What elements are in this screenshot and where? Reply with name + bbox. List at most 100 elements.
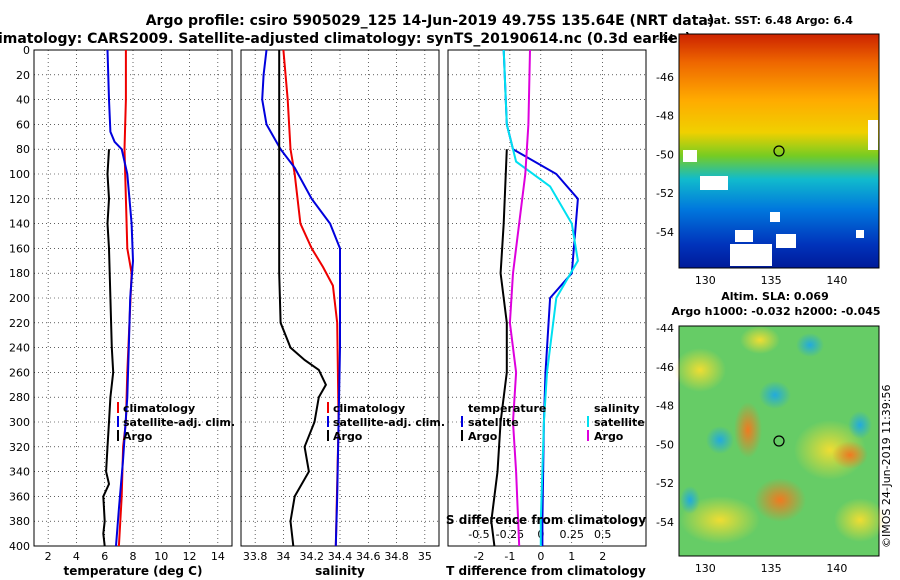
depth-tick-label: 120: [9, 193, 30, 206]
legend-title-temperature: temperature: [468, 402, 546, 415]
sla-map-lat-labels: -44 -46 -48 -50 -52 -54: [656, 322, 674, 529]
series-line-s-argo: [508, 49, 531, 547]
depth-tick-label: 180: [9, 267, 30, 280]
sst-map-panel: sat. SST: 6.48 Argo: 6.4 -44 -46 -48 -50 -52…: [656, 14, 880, 287]
depth-tick-label: 280: [9, 391, 30, 404]
depth-tick-label: 20: [16, 69, 30, 82]
temperature-legend: climatology satellite-adj. clim. Argo: [117, 402, 235, 443]
legend-label-climatology: climatology: [123, 402, 195, 415]
x-tick-label: 34.6: [356, 550, 381, 563]
lon-tick-label: 140: [826, 274, 847, 287]
series-line-satellite-adj-clim-: [261, 49, 341, 547]
s-difference-tick-label: -0.5: [468, 528, 489, 541]
difference-panel: -2 -1 0 1 2 -0.5 -0.25 0 0.25 0.5 T difference f…: [446, 49, 647, 578]
series-line-satellite-adj-clim-: [106, 49, 135, 547]
lat-tick-label: -54: [656, 516, 674, 529]
x-tick-label: 34: [276, 550, 290, 563]
depth-tick-label: 260: [9, 366, 30, 379]
temperature-series: [102, 49, 135, 547]
legend-label-t-argo: Argo: [468, 430, 498, 443]
sla-map-title-line2: Argo h1000: -0.032 h2000: -0.045: [671, 305, 880, 318]
lat-tick-label: -52: [656, 477, 674, 490]
x-tick-label: 34.2: [299, 550, 324, 563]
legend-label-argo: Argo: [333, 430, 363, 443]
lon-tick-label: 130: [695, 274, 716, 287]
x-tick-label: -1: [504, 550, 515, 563]
x-tick-label: 34.8: [384, 550, 409, 563]
x-tick-label: -2: [473, 550, 484, 563]
depth-tick-labels: 0 20 40 60 80 100 120 140 160 180 200 220 240 260 280 3…: [9, 44, 30, 553]
legend-label-s-satellite: satellite: [594, 416, 645, 429]
lat-tick-label: -48: [656, 400, 674, 413]
depth-tick-label: 360: [9, 490, 30, 503]
sla-map-lon-labels: 130 135 140: [695, 562, 848, 575]
x-tick-label: 8: [130, 550, 137, 563]
depth-tick-label: 140: [9, 218, 30, 231]
legend-label-satellite: satellite-adj. clim.: [123, 416, 235, 429]
depth-tick-label: 340: [9, 466, 30, 479]
t-difference-xlabel: T difference from climatology: [446, 564, 646, 578]
x-tick-label: 10: [154, 550, 168, 563]
depth-tick-label: 80: [16, 143, 30, 156]
x-tick-label: 0: [537, 550, 544, 563]
t-difference-tick-labels: -2 -1 0 1 2: [473, 550, 606, 563]
x-tick-label: 4: [73, 550, 80, 563]
x-tick-label: 33.8: [243, 550, 268, 563]
s-difference-xlabel: S difference from climatology: [446, 513, 646, 527]
lat-tick-label: -44: [656, 322, 674, 335]
x-tick-label: 2: [45, 550, 52, 563]
legend-label-s-argo: Argo: [594, 430, 624, 443]
lon-tick-label: 140: [826, 562, 847, 575]
salinity-difference-legend: salinity satellite Argo: [587, 402, 645, 443]
salinity-legend: climatology satellite-adj. clim. Argo: [327, 402, 445, 443]
depth-tick-label: 40: [16, 94, 30, 107]
sla-map-panel: Altim. SLA: 0.069 Argo h1000: -0.032 h20…: [656, 290, 886, 575]
lat-tick-label: -50: [656, 148, 674, 161]
lat-tick-label: -50: [656, 438, 674, 451]
lon-tick-label: 135: [761, 274, 782, 287]
s-difference-tick-label: -0.25: [496, 528, 524, 541]
depth-tick-label: 200: [9, 292, 30, 305]
series-line-t-argo: [490, 149, 508, 547]
x-tick-label: 6: [101, 550, 108, 563]
series-line-climatology: [282, 49, 340, 547]
depth-tick-label: 0: [23, 44, 30, 57]
difference-series: [490, 49, 579, 547]
s-difference-tick-label: 0.5: [594, 528, 612, 541]
x-tick-label: 35: [418, 550, 432, 563]
temperature-tick-labels: 2 4 6 8 10 12 14: [45, 550, 225, 563]
legend-label-argo: Argo: [123, 430, 153, 443]
temperature-difference-legend: temperature satellite Argo: [461, 402, 546, 443]
sla-map-anomalies: [674, 326, 886, 544]
lat-tick-label: -48: [656, 110, 674, 123]
depth-tick-label: 380: [9, 515, 30, 528]
lat-tick-label: -44: [656, 32, 674, 45]
depth-tick-label: 300: [9, 416, 30, 429]
lat-tick-label: -52: [656, 187, 674, 200]
salinity-xlabel: salinity: [315, 564, 365, 578]
figure-title-line2: Climatology: CARS2009. Satellite-adjuste…: [0, 31, 691, 47]
argo-location-marker: [773, 145, 785, 157]
sst-map-image: [678, 33, 880, 269]
legend-title-salinity: salinity: [594, 402, 640, 415]
sst-map-lon-labels: 130 135 140: [695, 274, 848, 287]
figure-title-line1: Argo profile: csiro 5905029_125 14-Jun-2…: [146, 13, 715, 29]
legend-label-climatology: climatology: [333, 402, 405, 415]
sla-map-title-line1: Altim. SLA: 0.069: [721, 290, 828, 303]
series-line-argo: [102, 149, 115, 547]
x-tick-label: 1: [568, 550, 575, 563]
sst-map-cloud-gaps: [683, 120, 878, 266]
legend-label-t-satellite: satellite: [468, 416, 519, 429]
depth-tick-label: 60: [16, 118, 30, 131]
depth-tick-label: 240: [9, 342, 30, 355]
lat-tick-label: -46: [656, 71, 674, 84]
salinity-grid: [241, 49, 439, 547]
temperature-grid: [34, 49, 232, 547]
depth-tick-label: 100: [9, 168, 30, 181]
imos-timestamp-watermark: ©IMOS 24-Jun-2019 11:39:56: [880, 384, 893, 548]
lat-tick-label: -46: [656, 361, 674, 374]
salinity-panel: 33.8 34 34.2 34.4 34.6 34.8 35 salinity climat…: [240, 49, 445, 578]
depth-tick-label: 160: [9, 242, 30, 255]
x-tick-label: 14: [211, 550, 225, 563]
